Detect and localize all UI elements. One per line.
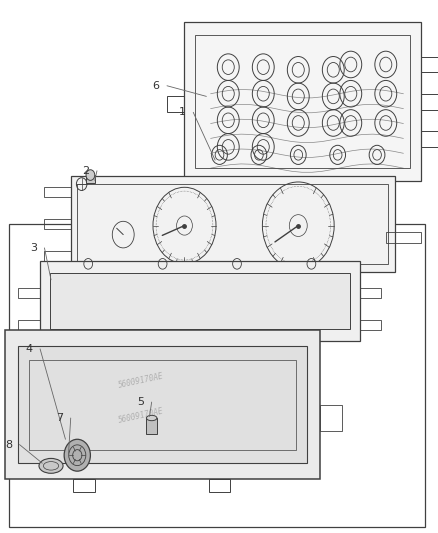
Text: 56009170AE: 56009170AE bbox=[117, 406, 164, 425]
Polygon shape bbox=[40, 261, 359, 341]
Polygon shape bbox=[86, 175, 95, 182]
Polygon shape bbox=[71, 176, 394, 272]
Polygon shape bbox=[146, 418, 156, 434]
Text: 56009170AE: 56009170AE bbox=[117, 372, 164, 390]
Text: 1: 1 bbox=[178, 107, 185, 117]
Circle shape bbox=[64, 439, 90, 471]
Ellipse shape bbox=[146, 415, 156, 421]
Ellipse shape bbox=[39, 458, 63, 473]
Text: 2: 2 bbox=[82, 166, 89, 176]
Polygon shape bbox=[184, 22, 420, 181]
Text: 4: 4 bbox=[25, 344, 32, 354]
Polygon shape bbox=[49, 273, 349, 329]
Circle shape bbox=[86, 169, 95, 180]
Text: 8: 8 bbox=[5, 440, 12, 450]
Text: 5: 5 bbox=[137, 397, 144, 407]
Text: 3: 3 bbox=[30, 243, 37, 253]
Polygon shape bbox=[18, 346, 306, 463]
Text: 6: 6 bbox=[152, 81, 159, 91]
Text: 7: 7 bbox=[56, 413, 63, 423]
Polygon shape bbox=[5, 330, 319, 479]
